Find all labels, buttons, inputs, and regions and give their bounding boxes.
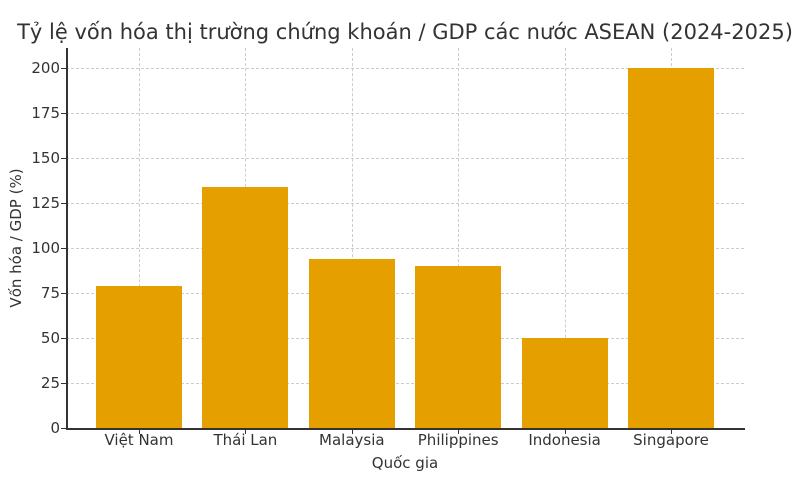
bar-thái-lan — [202, 186, 289, 428]
grid-line-vertical — [351, 48, 353, 428]
grid-line-vertical — [458, 48, 460, 428]
bar-malaysia — [308, 258, 395, 428]
x-tick-mark — [671, 429, 672, 434]
y-tick-label: 0 — [50, 419, 60, 437]
x-tick-label: Philippines — [417, 431, 499, 449]
x-tick-mark — [245, 429, 247, 434]
y-tick-mark — [61, 383, 66, 384]
x-axis-label: Quốc gia — [371, 454, 439, 472]
y-tick-label: 200 — [31, 59, 60, 77]
y-tick-label: 100 — [31, 239, 60, 257]
x-axis-line — [66, 428, 745, 430]
chart-title: Tỷ lệ vốn hóa thị trường chứng khoán / G… — [17, 20, 793, 44]
y-axis-line — [66, 48, 68, 429]
grid-line-horizontal — [66, 293, 744, 294]
y-tick-label: 175 — [31, 104, 60, 122]
y-tick-label: 125 — [31, 194, 60, 212]
x-tick-label: Malaysia — [319, 431, 385, 449]
y-tick-mark — [61, 158, 66, 159]
x-tick-label: Việt Nam — [104, 431, 174, 449]
y-tick-mark — [61, 338, 66, 339]
x-tick-mark — [458, 429, 460, 434]
grid-line-horizontal — [66, 68, 744, 69]
bar-philippines — [415, 266, 502, 428]
bar-indonesia — [521, 338, 608, 428]
bar-việt-nam — [96, 285, 182, 428]
y-axis-label: Vốn hóa / GDP (%) — [7, 168, 25, 308]
x-tick-mark — [351, 429, 353, 434]
grid-line-horizontal — [66, 248, 744, 249]
y-tick-label: 150 — [31, 149, 60, 167]
grid-line-horizontal — [66, 158, 744, 159]
y-tick-mark — [61, 248, 66, 249]
y-tick-label: 25 — [40, 374, 60, 392]
plot-area — [66, 48, 744, 428]
y-tick-mark — [61, 293, 66, 294]
grid-line-vertical — [564, 48, 566, 428]
y-tick-label: 75 — [40, 284, 60, 302]
grid-line-vertical — [139, 48, 140, 428]
x-tick-label: Singapore — [633, 431, 709, 449]
y-tick-mark — [61, 203, 66, 204]
grid-line-horizontal — [66, 338, 744, 339]
y-tick-label: 50 — [40, 329, 60, 347]
y-tick-mark — [61, 428, 66, 429]
bar-singapore — [628, 68, 714, 428]
grid-line-horizontal — [66, 203, 744, 204]
x-tick-label: Indonesia — [528, 431, 601, 449]
y-tick-mark — [61, 68, 66, 69]
grid-line-horizontal — [66, 113, 744, 114]
x-tick-mark — [564, 429, 566, 434]
y-tick-mark — [61, 113, 66, 114]
x-tick-label: Thái Lan — [213, 431, 278, 449]
grid-line-horizontal — [66, 383, 744, 384]
x-tick-mark — [139, 429, 140, 434]
